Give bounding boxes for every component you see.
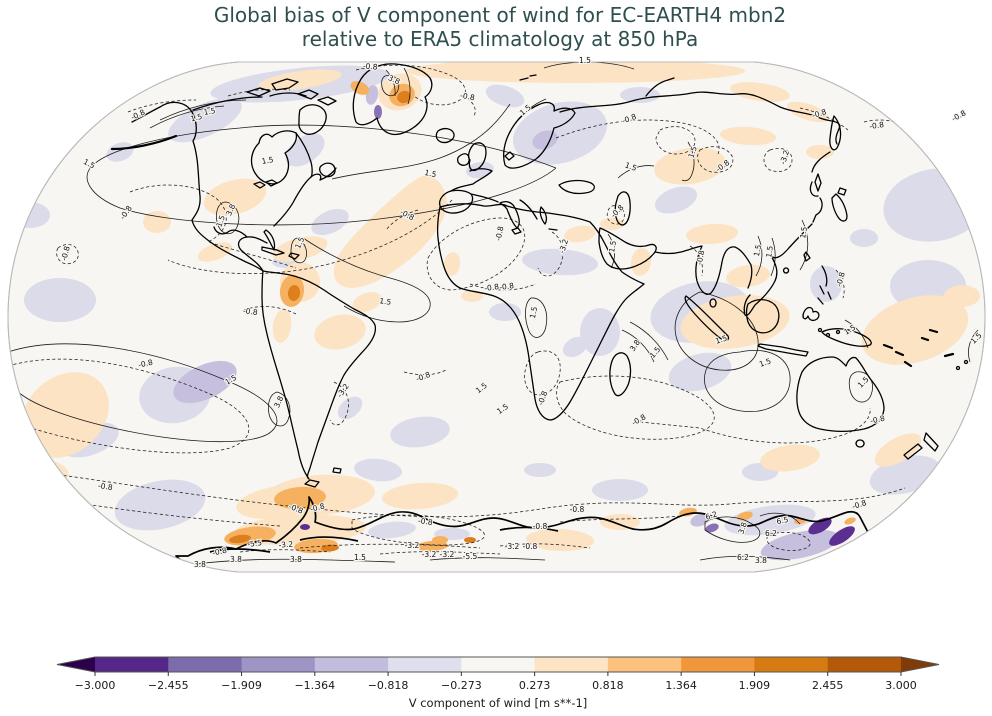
- filled-contours: [10, 62, 985, 561]
- world-map: 1.51.5-0.81.5 1.5-0.8 3.81.5-0.81.51.53.8-…: [7, 55, 986, 573]
- contour-label: 3.8: [755, 556, 767, 565]
- contour-label: 1.5: [798, 226, 809, 240]
- contour-label: 1.5: [579, 56, 591, 65]
- colorbar-tick-label: −1.909: [221, 679, 262, 692]
- contour-label: 3.8: [194, 560, 206, 569]
- colorbar-segment: [827, 657, 902, 672]
- contour-label: 1.5: [764, 245, 775, 258]
- colorbar-tick-label: −3.000: [75, 679, 116, 692]
- contour-label: -0.8: [570, 505, 585, 514]
- contour-label: -3.2: [505, 542, 520, 551]
- contour-label: -0.8: [523, 542, 538, 551]
- india-coast: [654, 245, 753, 295]
- colorbar-tick-label: 0.273: [519, 679, 551, 692]
- colorbar-tick-label: −0.818: [368, 679, 409, 692]
- colorbar-tick-label: 0.818: [592, 679, 624, 692]
- figure-title-line1: Global bias of V component of wind for E…: [214, 3, 786, 27]
- contour-label: -5.5: [247, 538, 263, 549]
- map-edge: [7, 61, 986, 573]
- contour-label: -0.8: [484, 282, 500, 293]
- contour-label: 3.8: [290, 555, 302, 564]
- greenland-coast: [352, 63, 433, 136]
- contour-label: 6.2: [737, 553, 749, 562]
- colorbar-tick-label: −0.273: [441, 679, 482, 692]
- pacific-islands: [882, 328, 955, 368]
- colorbar-segment: [314, 657, 389, 672]
- colorbar-segment: [534, 657, 609, 672]
- colorbar-tick-label: 3.000: [885, 679, 917, 692]
- contour-label: 6.2: [765, 529, 777, 538]
- colorbar-under-arrow: [57, 657, 95, 672]
- colorbar-tick-label: −2.455: [148, 679, 189, 692]
- colorbar: −3.000 −2.455 −1.909 −1.364 −0.818 −0.273 0.27…: [56, 656, 940, 692]
- contour-label: 1.5: [528, 305, 539, 319]
- contour-label: -0.8: [695, 249, 706, 265]
- colorbar-axis-label: V component of wind [m s**-1]: [409, 696, 588, 710]
- colorbar-tick-label: 2.455: [812, 679, 844, 692]
- south-america-coast: [261, 270, 377, 480]
- colorbar-tick-label: −1.364: [294, 679, 335, 692]
- colorbar-segment: [388, 657, 462, 672]
- australia-coast: [796, 356, 885, 432]
- new-guinea-coast: [821, 328, 872, 347]
- contour-label: -3.2: [422, 550, 437, 559]
- colorbar-segment: [241, 657, 316, 672]
- contour-label: -3.2: [278, 539, 293, 549]
- contour-label: -0.8: [363, 61, 379, 71]
- contour-label: -3.2: [440, 550, 455, 559]
- contour-label: 1.5: [607, 240, 618, 254]
- colorbar-over-arrow: [900, 657, 939, 672]
- figure-title-line2: relative to ERA5 climatology at 850 hPa: [302, 27, 698, 51]
- contour-label: 1.5: [189, 112, 203, 124]
- colorbar-segment: [168, 657, 243, 672]
- colorbar-segment: [681, 657, 755, 672]
- colorbar-segment: [461, 657, 536, 672]
- colorbar-segment: [754, 657, 829, 672]
- contour-label: -0.8: [97, 481, 113, 492]
- contour-label: -0.8: [869, 414, 885, 426]
- contour-label: -0.8: [950, 108, 967, 123]
- contour-label: -0.8: [459, 91, 475, 102]
- contour-label: 3.8: [230, 555, 242, 564]
- contour-label: -0.8: [137, 358, 153, 370]
- contour-label: -0.8: [242, 306, 258, 317]
- contour-label: 1.5: [379, 296, 392, 307]
- contour-label: 1.5: [752, 243, 763, 257]
- contour-label: -5.5: [463, 552, 478, 561]
- contour-label: -0.8: [834, 271, 847, 288]
- contour-label: -0.8: [494, 225, 506, 241]
- contour-label: 1.5: [261, 155, 275, 166]
- contour-label: 1.5: [424, 168, 438, 179]
- contour-label: -0.8: [869, 120, 885, 131]
- colorbar-segment: [95, 657, 169, 672]
- contour-label: -0.8: [211, 546, 227, 558]
- contour-label: -3.2: [405, 541, 420, 550]
- contour-label: 1.5: [354, 553, 366, 562]
- africa-coast: [436, 203, 645, 421]
- colorbar-tick-label: 1.364: [665, 679, 697, 692]
- colorbar-tick-label: 1.909: [739, 679, 771, 692]
- contour-label: 6.5: [776, 515, 790, 526]
- aleutian-islands: [110, 134, 178, 151]
- coastlines: [110, 63, 969, 572]
- madagascar-coast: [609, 352, 632, 397]
- contour-label: -0.8: [499, 281, 515, 292]
- contour-label: -0.8: [417, 516, 433, 527]
- colorbar-segment: [607, 657, 682, 672]
- new-zealand-coast: [903, 432, 939, 460]
- contour-label: 1.5: [203, 106, 217, 117]
- contour-label: -0.8: [533, 522, 548, 531]
